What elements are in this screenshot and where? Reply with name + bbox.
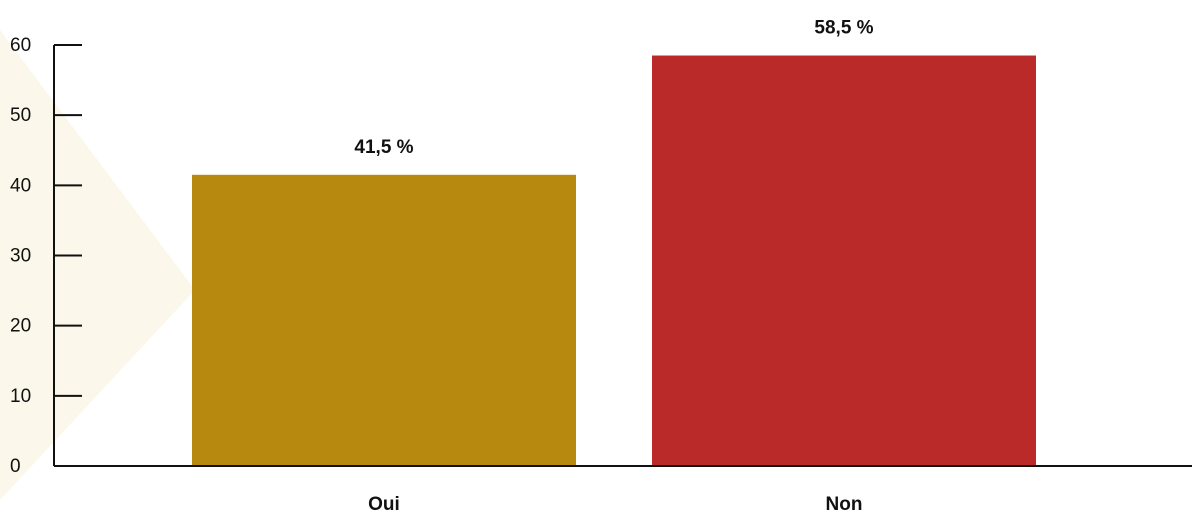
x-axis: Oui Non	[54, 465, 1192, 515]
y-tick-label: 30	[10, 246, 31, 267]
bars	[192, 55, 1036, 467]
bar-non	[652, 55, 1036, 467]
x-category-label-oui: Oui	[368, 494, 400, 515]
value-label-non: 58,5 %	[814, 18, 873, 39]
y-tick-label: 60	[10, 35, 31, 56]
y-tick-label: 50	[10, 105, 31, 126]
y-tick-label: 0	[10, 456, 21, 477]
y-tick-label: 10	[10, 386, 31, 407]
value-labels: 41,5 % 58,5 %	[354, 18, 873, 158]
y-tick-label: 20	[10, 316, 31, 337]
value-label-oui: 41,5 %	[354, 137, 413, 158]
x-category-label-non: Non	[826, 494, 863, 515]
y-tick-label: 40	[10, 175, 31, 196]
background-watermark	[0, 30, 195, 500]
y-axis: 0 10 20 30 40 50 60	[10, 35, 82, 477]
bar-oui	[192, 174, 576, 466]
